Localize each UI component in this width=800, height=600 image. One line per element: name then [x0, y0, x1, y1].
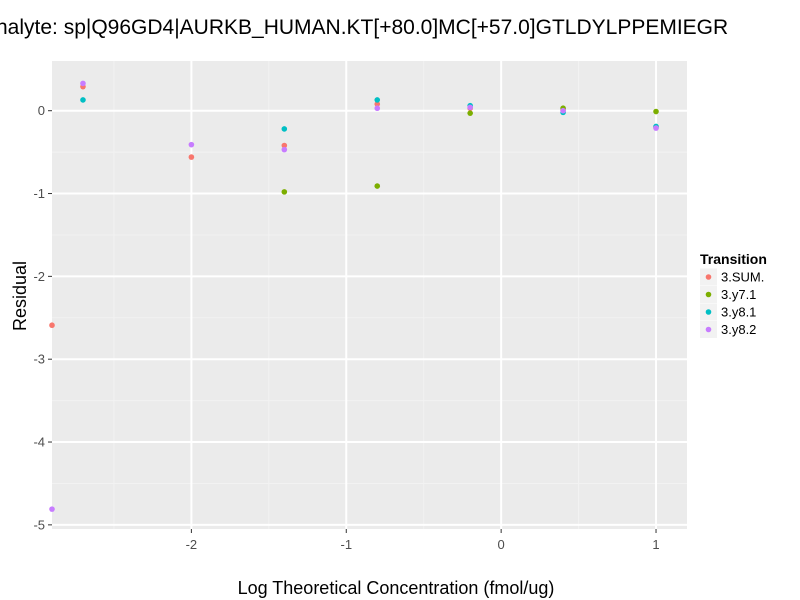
data-point [188, 141, 195, 148]
y-axis-title: Residual [10, 261, 30, 331]
y-tick-label: -2 [33, 269, 45, 284]
data-point [653, 108, 659, 115]
data-point [467, 110, 473, 116]
data-point [281, 146, 288, 153]
data-point [374, 105, 381, 112]
chart-title: nalyte: sp|Q96GD4|AURKB_HUMAN.KT[+80.0]M… [0, 16, 728, 39]
data-point [374, 97, 381, 103]
data-point [374, 183, 381, 189]
data-point [80, 97, 86, 103]
legend-label: 3.y8.2 [721, 322, 756, 337]
y-tick-label: -4 [33, 435, 45, 450]
data-point [560, 107, 566, 114]
data-point [80, 80, 86, 87]
x-tick-label: -2 [186, 537, 198, 552]
legend-marker [705, 274, 712, 280]
legend-items: 3.SUM. 3.y7.1 3.y8.1 3.y8.2 [700, 268, 764, 338]
data-point [188, 154, 195, 160]
y-tick-label: 0 [38, 103, 45, 118]
data-point [49, 506, 55, 512]
legend: Transition 3.SUM. 3.y7.1 3.y8.1 3.y8.2 [700, 251, 767, 338]
minor-grid [52, 61, 687, 529]
legend-label: 3.y7.1 [721, 287, 756, 302]
plot-panel [52, 61, 687, 529]
data-point [374, 101, 381, 107]
data-point [281, 126, 288, 132]
data-point [281, 142, 288, 149]
data-point [653, 125, 659, 131]
legend-marker [705, 291, 712, 298]
legend-marker [705, 326, 712, 333]
y-axis: 0 -1 -2 -3 -4 -5 [33, 103, 52, 532]
y-tick-label: -3 [33, 352, 45, 367]
legend-label: 3.SUM. [721, 270, 764, 285]
x-axis: -2 -1 0 1 [186, 529, 660, 552]
y-tick-label: -5 [33, 517, 45, 532]
data-points [49, 80, 659, 512]
x-tick-label: 0 [498, 537, 505, 552]
major-grid [52, 61, 687, 529]
x-tick-label: 1 [652, 537, 659, 552]
legend-marker [705, 309, 712, 315]
y-tick-label: -1 [33, 186, 45, 201]
x-tick-label: -1 [340, 537, 352, 552]
legend-title: Transition [700, 251, 767, 267]
legend-label: 3.y8.1 [721, 305, 756, 320]
data-point [49, 322, 55, 329]
data-point [281, 189, 288, 195]
x-axis-title: Log Theoretical Concentration (fmol/ug) [238, 578, 555, 598]
data-point [467, 104, 473, 111]
